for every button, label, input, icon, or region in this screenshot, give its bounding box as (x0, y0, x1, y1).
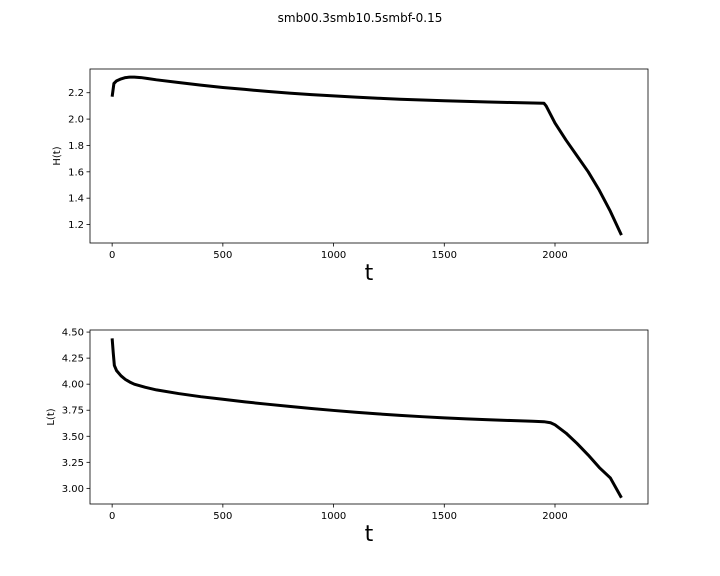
l-t-x-axis: 0 500 1000 1500 2000 (109, 504, 568, 522)
l-t-y-tick-label: 4.25 (62, 354, 84, 365)
h-t-x-axis: 0 500 1000 1500 2000 (109, 243, 568, 261)
h-t-subplot: 1.2 1.4 1.6 1.8 2.0 2.2 0 500 1000 1500 2000 t H(… (52, 68, 649, 286)
h-t-y-tick-label: 1.2 (68, 220, 84, 231)
l-t-x-axis-label: t (365, 522, 374, 547)
h-t-y-axis: 1.2 1.4 1.6 1.8 2.0 2.2 (68, 88, 90, 231)
h-t-x-tick-label: 1500 (432, 250, 457, 261)
l-t-y-tick-label: 4.50 (62, 328, 84, 339)
h-t-x-tick-label: 1000 (321, 250, 346, 261)
h-t-x-tick-label: 2000 (542, 250, 567, 261)
l-t-series-line (110, 338, 623, 499)
l-t-x-tick-label: 1000 (321, 511, 346, 522)
l-t-x-tick-label: 500 (213, 511, 232, 522)
l-t-y-tick-label: 3.25 (62, 458, 84, 469)
l-t-x-tick-label: 2000 (542, 511, 567, 522)
l-t-x-tick-label: 1500 (432, 511, 457, 522)
h-t-series-line (110, 75, 623, 236)
h-t-y-tick-label: 2.2 (68, 88, 84, 99)
l-t-y-axis: 3.00 3.25 3.50 3.75 4.00 4.25 4.50 (62, 328, 90, 495)
l-t-plot-frame (89, 329, 649, 505)
h-t-plot-frame (89, 68, 649, 244)
h-t-x-tick-label: 500 (213, 250, 232, 261)
h-t-y-tick-label: 1.6 (68, 167, 84, 178)
h-t-y-axis-label: H(t) (52, 146, 63, 165)
l-t-y-tick-label: 3.75 (62, 406, 84, 417)
l-t-x-tick-label: 0 (109, 511, 115, 522)
h-t-y-tick-label: 1.4 (68, 194, 84, 205)
l-t-y-tick-label: 3.00 (62, 484, 84, 495)
h-t-y-tick-label: 2.0 (68, 115, 84, 126)
l-t-y-tick-label: 3.50 (62, 432, 84, 443)
l-t-y-axis-label: L(t) (46, 408, 57, 425)
l-t-y-tick-label: 4.00 (62, 380, 84, 391)
figure-title: smb00.3smb10.5smbf-0.15 (278, 11, 443, 25)
h-t-y-tick-label: 1.8 (68, 141, 84, 152)
h-t-x-axis-label: t (365, 261, 374, 286)
h-t-x-tick-label: 0 (109, 250, 115, 261)
l-t-subplot: 3.00 3.25 3.50 3.75 4.00 4.25 4.50 0 500 1000 150… (46, 328, 649, 547)
